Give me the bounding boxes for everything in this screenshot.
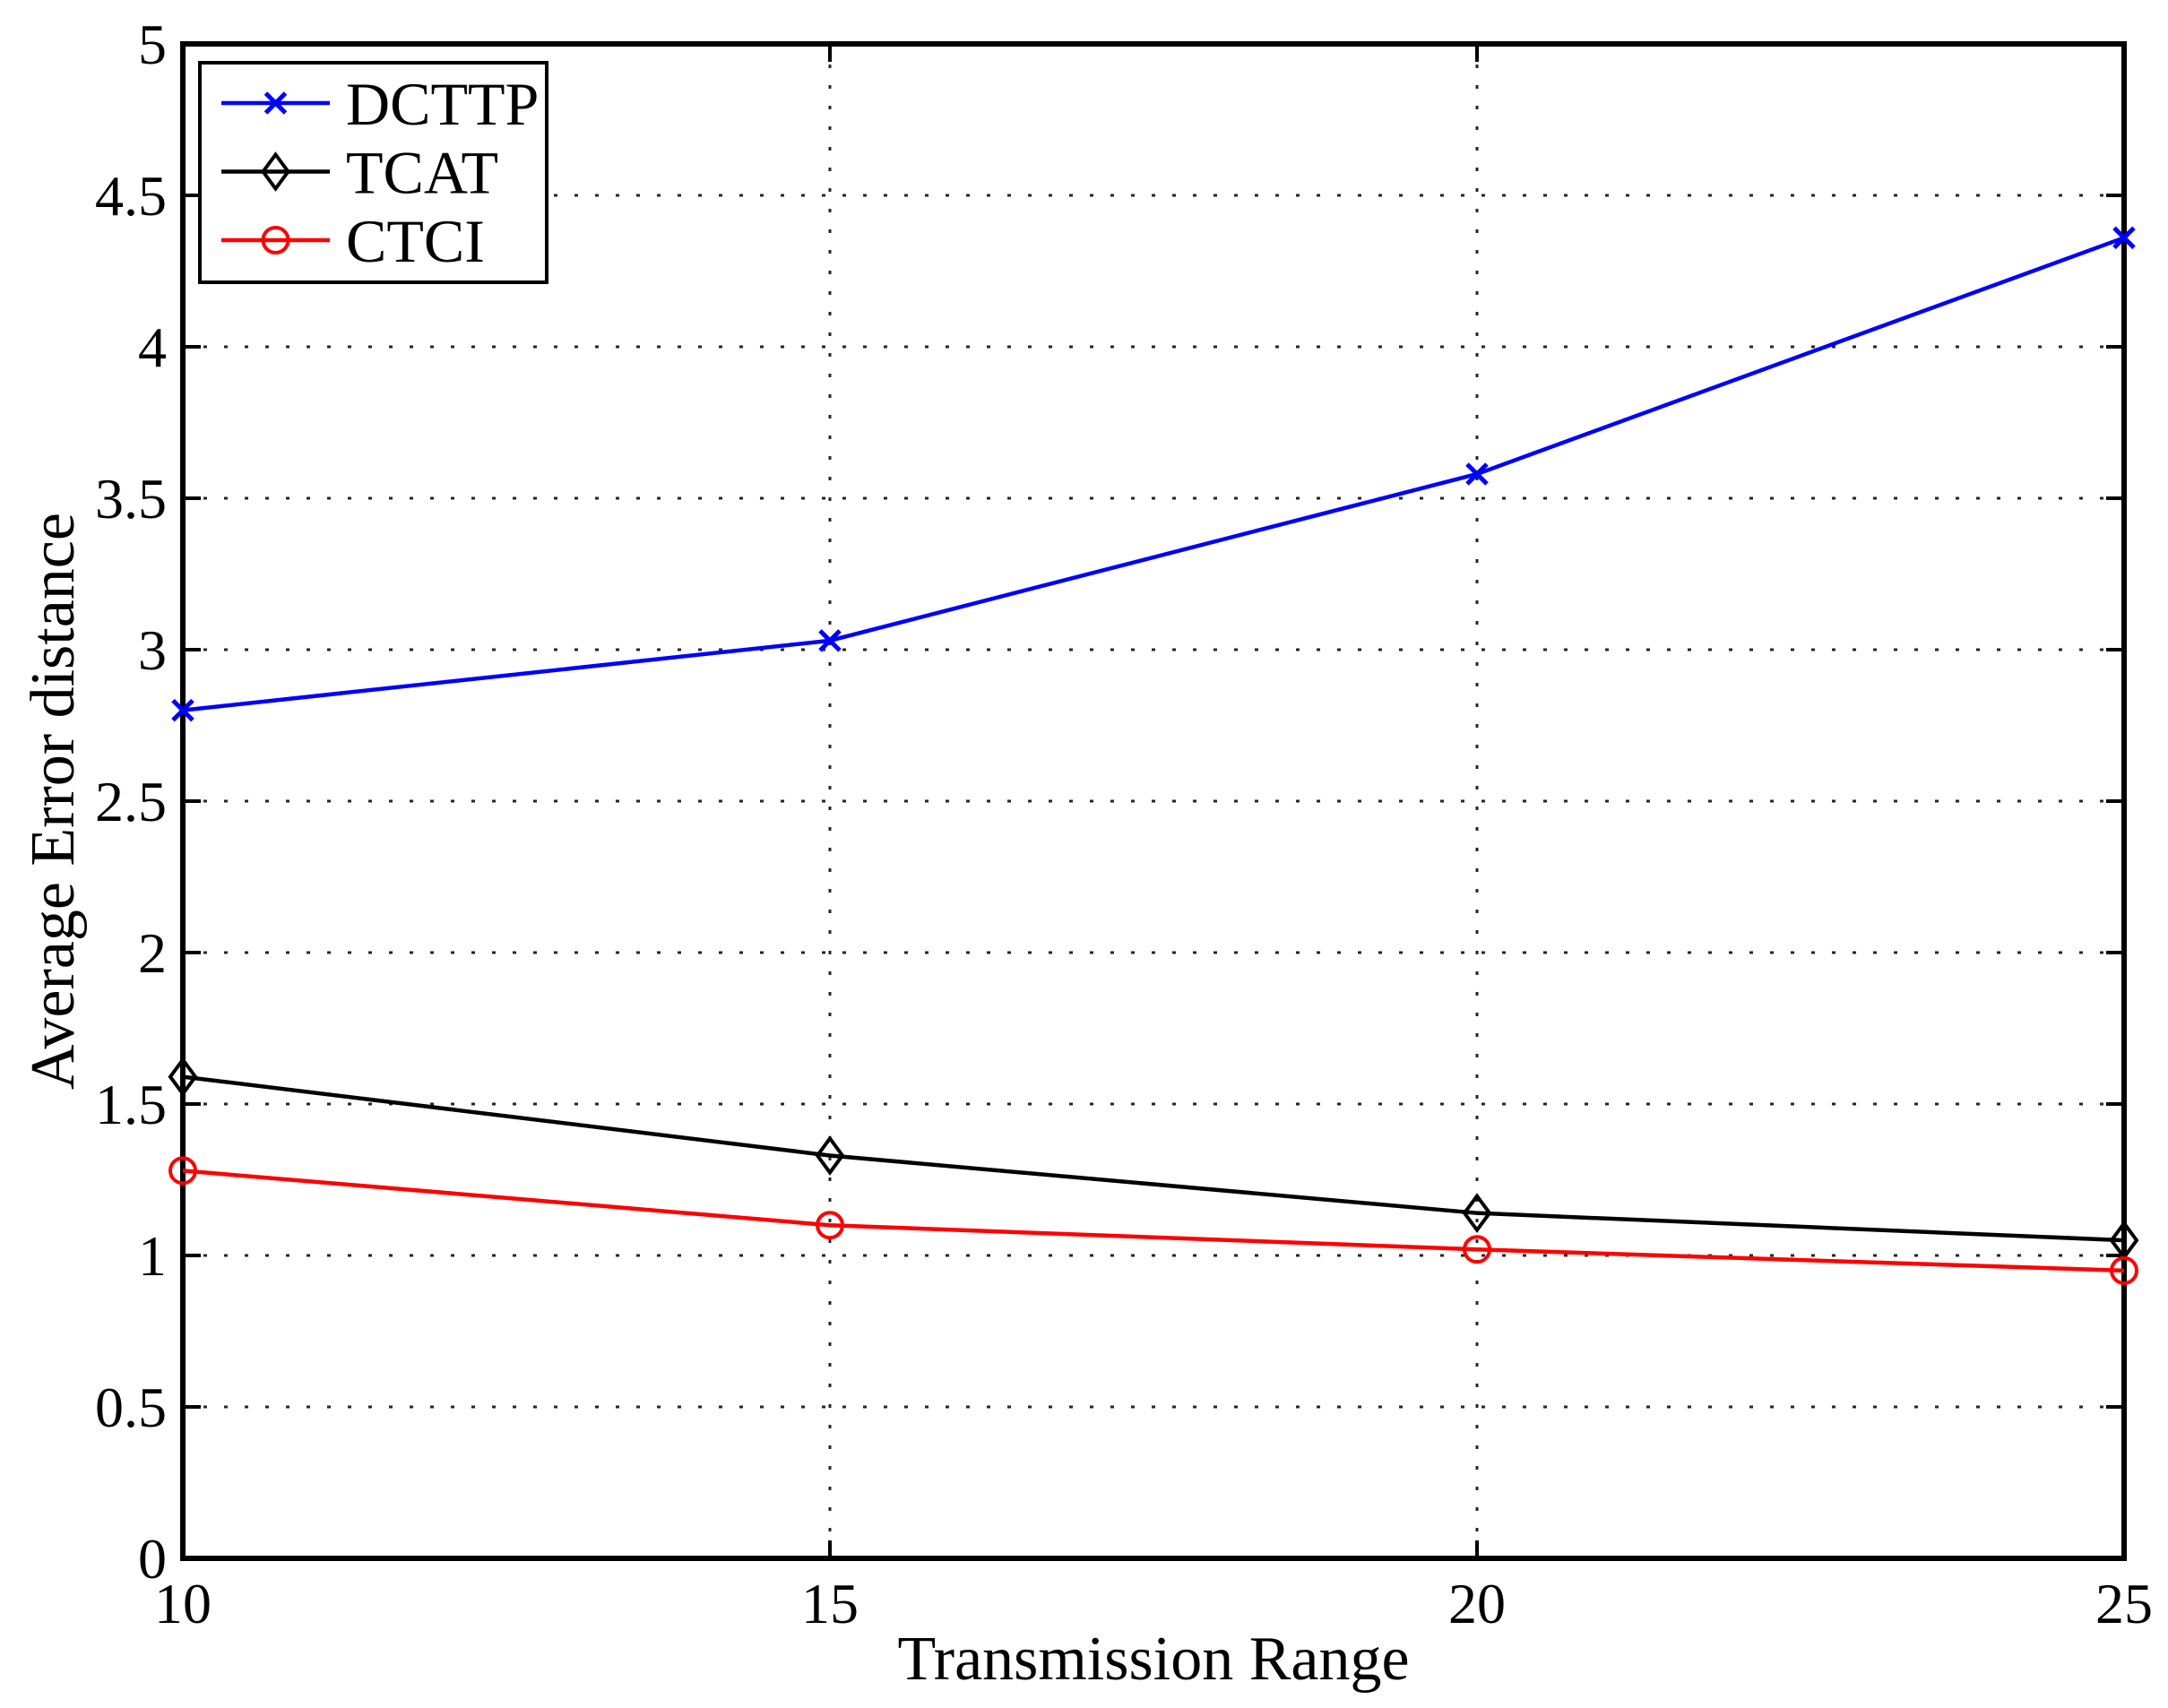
y-tick-label: 5 [138, 13, 167, 76]
legend-item-ctci: CTCI [221, 207, 485, 275]
marker-circle-icon [1463, 1235, 1491, 1264]
legend-label: DCTTP [346, 70, 539, 138]
marker-circle-icon [261, 226, 290, 254]
y-tick-label: 4.5 [95, 164, 167, 228]
marker-diamond-icon [1462, 1193, 1492, 1234]
marker-x-icon [2112, 226, 2136, 250]
series-tcat [168, 1057, 2139, 1261]
marker-x-icon [818, 629, 842, 652]
series-ctci [168, 1156, 2138, 1285]
x-tick-label: 10 [154, 1572, 212, 1635]
marker-x-icon [1465, 462, 1489, 486]
y-tick-label: 0 [138, 1527, 167, 1591]
y-tick-label: 3 [138, 618, 167, 682]
y-axis-label: Average Error distance [19, 513, 88, 1090]
y-tick-label: 0.5 [95, 1376, 167, 1439]
marker-circle-icon [168, 1156, 197, 1186]
series-line [182, 236, 2125, 712]
legend-label: TCAT [346, 139, 498, 207]
series-line [182, 1074, 2125, 1243]
marker-diamond-icon [815, 1135, 845, 1176]
x-tick-label: 20 [1448, 1572, 1506, 1635]
x-tick-label: 25 [2095, 1572, 2153, 1635]
legend-item-tcat: TCAT [221, 139, 498, 207]
marker-x-icon [171, 698, 194, 722]
marker-diamond-icon [261, 151, 290, 192]
y-tick-label: 1.5 [95, 1073, 167, 1136]
series-line [182, 1169, 2125, 1273]
legend-label: CTCI [346, 207, 485, 275]
y-tick-label: 1 [138, 1224, 167, 1288]
y-tick-label: 3.5 [95, 467, 167, 531]
y-tick-label: 2 [138, 921, 167, 985]
y-tick-label: 2.5 [95, 770, 167, 833]
series-dcttp [171, 226, 2136, 722]
x-tick-label: 15 [801, 1572, 859, 1635]
y-tick-label: 4 [138, 315, 167, 379]
x-axis-label: Transmission Range [897, 1625, 1410, 1694]
marker-circle-icon [816, 1211, 844, 1240]
legend-item-dcttp: DCTTP [221, 70, 539, 138]
marker-circle-icon [2110, 1255, 2138, 1285]
marker-x-icon [263, 91, 288, 115]
marker-diamond-icon [168, 1057, 198, 1097]
